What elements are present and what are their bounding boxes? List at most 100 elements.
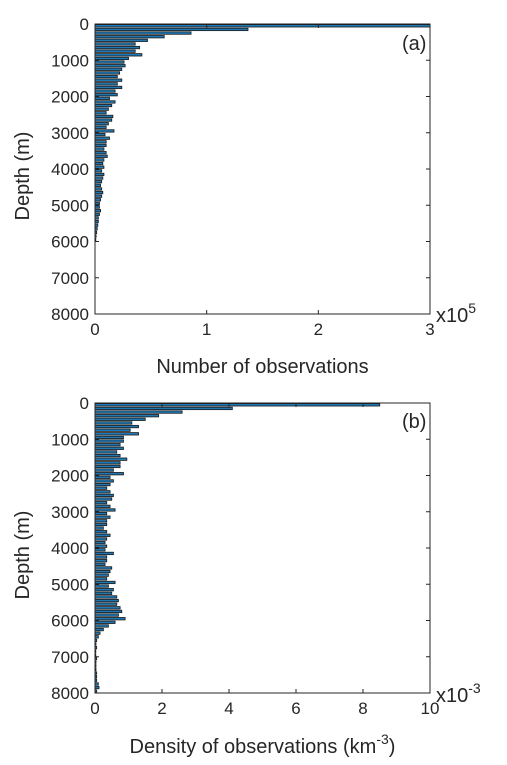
panel-b-bar <box>94 685 100 690</box>
panel-b-bar <box>94 522 108 527</box>
panel-b-x-tick-label: 10 <box>421 699 440 718</box>
panel-b-bar <box>94 468 114 472</box>
panel-a-bar <box>94 136 110 140</box>
panel-a-bar <box>94 64 126 68</box>
panel-a-bar <box>94 114 114 119</box>
panel-b-x-exponent-base: x10 <box>436 685 468 707</box>
panel-b-bar <box>94 580 116 585</box>
panel-a-x-tick-label: 3 <box>425 320 434 339</box>
panel-a-bar <box>94 180 103 184</box>
panel-b-bar <box>94 573 109 577</box>
panel-a-y-tick-label: 0 <box>80 15 89 34</box>
panel-a-bar <box>94 118 113 122</box>
panel-a-bar <box>94 103 113 108</box>
panel-a-bar <box>94 147 105 151</box>
panel-a-bar <box>94 38 148 42</box>
panel-b-y-tick-label: 7000 <box>51 648 89 667</box>
panel-a-bar <box>94 31 192 35</box>
panel-b-bar <box>94 530 108 534</box>
panel-b-bar <box>94 540 106 545</box>
panel-a: 0 1 2 3 0 1000 2000 3000 4000 5000 6000 7000 8000 (a… <box>12 15 476 378</box>
panel-b-bar <box>94 682 99 686</box>
panel-b-x-axis-title-sup: -3 <box>376 731 389 747</box>
panel-a-bar <box>94 27 249 32</box>
panel-b-bar <box>94 428 131 432</box>
panel-a-bar <box>94 49 136 53</box>
panel-a-bar <box>94 176 104 180</box>
panel-b-bar <box>94 595 118 599</box>
panel-a-bar <box>94 212 100 216</box>
panel-b-bar <box>94 533 111 537</box>
panel-b-x-tick-label: 0 <box>90 699 99 718</box>
panel-b-bar <box>94 559 108 563</box>
panel-b-bar <box>94 635 99 639</box>
panel-b: 0 2 4 6 8 10 0 1000 2000 3000 4000 5000 6000 7000 8000… <box>12 394 481 758</box>
panel-a-bar <box>94 165 105 169</box>
panel-a-bar <box>94 154 108 158</box>
panel-a-bar <box>94 132 106 137</box>
panel-a-x-tick-label: 0 <box>90 320 99 339</box>
panel-b-x-tick-label: 2 <box>157 699 166 718</box>
panel-b-bar <box>94 504 111 508</box>
panel-b-label: (b) <box>402 411 426 433</box>
panel-b-y-tick-label: 2000 <box>51 467 89 486</box>
panel-a-label: (a) <box>402 33 426 55</box>
panel-a-axes-frame <box>94 23 431 315</box>
panel-b-bar <box>94 446 124 450</box>
panel-b-x-exponent-power: -3 <box>468 680 481 696</box>
panel-b-bar <box>94 439 124 443</box>
panel-b-bar <box>94 424 139 429</box>
panel-b-bar <box>94 526 104 530</box>
panel-a-bar <box>94 194 103 198</box>
panel-b-bar <box>94 486 108 490</box>
panel-a-bar <box>94 209 101 213</box>
panel-b-y-tick-label: 0 <box>80 394 89 413</box>
panel-a-bar <box>94 140 107 144</box>
panel-a-y-tick-label: 2000 <box>51 88 89 107</box>
panel-a-bar <box>94 71 120 75</box>
panel-a-bar <box>94 24 431 28</box>
panel-b-y-tick-label: 4000 <box>51 539 89 558</box>
panel-b-bar <box>94 501 108 505</box>
panel-b-bar <box>94 555 108 559</box>
panel-b-bar <box>94 606 121 610</box>
panel-a-bar <box>94 158 105 162</box>
panel-a-bar <box>94 198 101 202</box>
panel-b-bar <box>94 584 109 588</box>
panel-a-y-tick-label: 8000 <box>51 305 89 324</box>
panel-a-bar <box>94 151 107 155</box>
panel-a-bar <box>94 201 100 206</box>
panel-b-bar <box>94 406 233 411</box>
panel-a-bar <box>94 56 129 61</box>
panel-a-bar <box>94 216 99 220</box>
panel-b-bar <box>94 479 114 483</box>
panel-b-bar <box>94 475 111 479</box>
panel-a-bar <box>94 183 101 187</box>
panel-b-ticks: 0 2 4 6 8 10 0 1000 2000 3000 4000 5000 6000 7000 8000 <box>51 394 439 718</box>
panel-b-y-tick-label: 3000 <box>51 503 89 522</box>
panel-a-x-tick-label: 2 <box>314 320 323 339</box>
panel-b-bar <box>94 537 108 541</box>
panel-b-bar <box>94 403 381 407</box>
panel-a-bar <box>94 129 115 133</box>
panel-a-bar <box>94 161 104 166</box>
panel-a-bar <box>94 60 125 64</box>
panel-b-bar <box>94 497 113 501</box>
panel-b-bar <box>94 548 106 552</box>
panel-b-y-tick-label: 8000 <box>51 684 89 703</box>
panel-b-bar <box>94 591 113 595</box>
panel-a-bar <box>94 190 104 195</box>
panel-a-y-tick-label: 3000 <box>51 124 89 143</box>
panel-b-axes-frame <box>94 402 431 694</box>
panel-a-bar <box>94 187 103 191</box>
panel-b-bar <box>94 609 123 614</box>
panel-b-bar <box>94 432 139 436</box>
panel-a-y-tick-label: 7000 <box>51 269 89 288</box>
panel-a-bar <box>94 35 165 39</box>
panel-b-y-tick-label: 6000 <box>51 612 89 631</box>
panel-b-bar <box>94 544 108 548</box>
panel-a-bar <box>94 205 100 209</box>
panel-b-bar <box>94 620 116 624</box>
panel-a-bar <box>94 42 136 46</box>
panel-a-x-exponent-power: 5 <box>468 300 476 316</box>
